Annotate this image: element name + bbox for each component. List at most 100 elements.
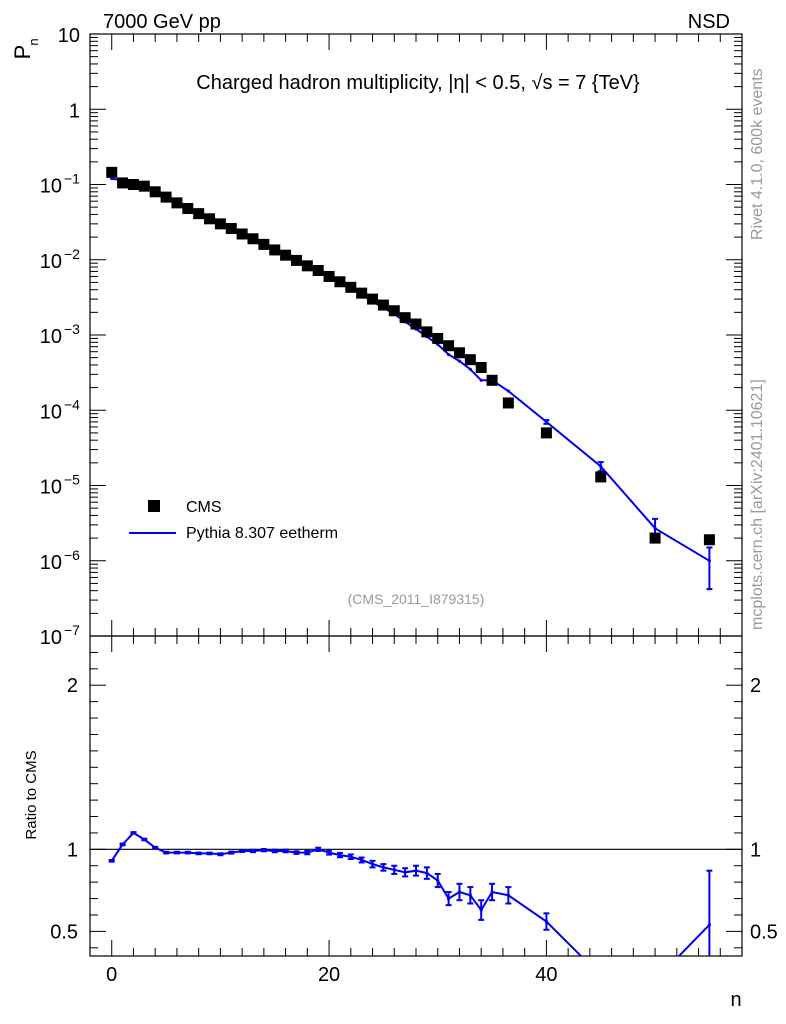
ratio-point: [175, 851, 179, 855]
cms-point: [269, 244, 281, 256]
ratio-y-tick-label-left: 0.5: [50, 921, 78, 943]
main-series: [106, 166, 715, 591]
cms-point: [486, 374, 498, 386]
ratio-point: [349, 855, 353, 859]
main-y-tick-exponent: −2: [64, 246, 80, 262]
ratio-point: [370, 862, 375, 866]
cms-point: [160, 191, 172, 203]
cms-point: [345, 281, 357, 293]
cms-point: [138, 180, 150, 192]
ratio-point: [131, 831, 136, 835]
ratio-point: [316, 847, 320, 851]
cms-point: [247, 233, 259, 245]
cms-point: [258, 238, 270, 250]
ratio-point: [414, 869, 418, 873]
ratio-point: [229, 851, 233, 855]
analysis-watermark: (CMS_2011_I879315): [348, 591, 485, 607]
mc-point: [707, 559, 712, 563]
cms-point: [356, 287, 368, 299]
main-y-tick-exponent: −1: [64, 171, 80, 187]
main-y-tick-exponent: −5: [64, 472, 80, 488]
ratio-point: [707, 923, 712, 927]
ratio-point: [479, 908, 483, 912]
ratio-point: [197, 851, 201, 856]
cms-point: [334, 276, 346, 288]
legend-cms-label: CMS: [186, 499, 222, 516]
mc-point: [457, 359, 462, 363]
ratio-point: [284, 849, 288, 853]
ratio-y-axis-title: Ratio to CMS: [23, 750, 40, 839]
side-label-lower: mcplots.cern.ch [arXiv:2401.10621]: [749, 379, 766, 630]
cms-point: [323, 270, 335, 282]
cms-point: [106, 166, 118, 178]
ratio-ticks: 0.5 0.51 12 20 20 40: [50, 636, 778, 986]
ratio-panel: 0.5 0.51 12 20 20 40 Ratio to CMS: [23, 635, 778, 986]
main-y-tick-exponent: −4: [64, 396, 80, 412]
cms-point: [377, 299, 389, 311]
cms-point: [703, 534, 715, 546]
cms-point: [410, 318, 422, 330]
ratio-point: [110, 859, 114, 863]
main-y-tick-exponent: −7: [64, 622, 80, 638]
cms-point: [280, 249, 292, 261]
cms-point: [421, 326, 433, 338]
cms-point: [204, 213, 216, 225]
cms-point: [399, 312, 411, 324]
main-y-tick-label: 10: [40, 251, 62, 273]
ratio-frame: [89, 635, 743, 957]
cms-point: [193, 208, 205, 220]
ratio-point: [186, 851, 190, 855]
ratio-point: [436, 878, 440, 883]
ratio-point: [403, 870, 407, 874]
ratio-point: [294, 851, 299, 855]
ratio-point: [153, 846, 157, 850]
x-axis-title: n: [730, 989, 741, 1011]
cms-point: [453, 347, 465, 359]
ratio-point: [240, 849, 244, 853]
main-y-axis-title-main: P: [10, 45, 35, 60]
ratio-point: [653, 979, 656, 982]
mc-point: [447, 352, 451, 357]
ratio-point: [305, 851, 309, 855]
cms-point: [540, 427, 552, 439]
cms-point: [301, 260, 313, 272]
main-y-tick-label: 10: [40, 477, 62, 499]
ratio-y-tick-label-left: 1: [67, 839, 78, 861]
mc-point: [599, 464, 603, 468]
ratio-y-tick-label-right: 0.5: [750, 921, 778, 943]
cms-point: [502, 397, 514, 409]
ratio-point: [360, 858, 364, 862]
ratio-point: [490, 890, 494, 894]
legend: CMS Pythia 8.307 eetherm: [129, 499, 338, 542]
legend-mc-label: Pythia 8.307 eetherm: [186, 525, 338, 542]
legend-cms-marker: [148, 500, 160, 512]
main-y-tick-label: 10: [40, 326, 62, 348]
ratio-point: [142, 837, 146, 842]
ratio-point: [457, 890, 462, 894]
ratio-point: [544, 919, 549, 924]
cms-point: [388, 305, 400, 317]
ratio-curve-group: [108, 831, 713, 982]
ratio-point: [506, 893, 510, 897]
ratio-point: [381, 865, 385, 869]
ratio-point: [392, 868, 396, 872]
cms-point: [117, 177, 129, 189]
main-y-tick-label: 10: [40, 552, 62, 574]
x-tick-label: 20: [318, 964, 340, 986]
ratio-point: [251, 849, 255, 853]
ratio-point: [207, 851, 212, 856]
cms-point: [236, 228, 248, 240]
ratio-y-tick-label-left: 2: [67, 675, 78, 697]
ratio-point: [599, 974, 602, 977]
mc-point: [653, 526, 657, 530]
mc-point: [468, 367, 472, 371]
cms-point: [432, 332, 444, 344]
main-y-tick-label: 10: [40, 401, 62, 423]
x-tick-label: 40: [535, 964, 557, 986]
header-left: 7000 GeV pp: [103, 11, 221, 33]
side-label-upper: Rivet 4.1.0, 600k events: [749, 68, 766, 240]
cms-point: [443, 340, 455, 352]
mc-point: [544, 420, 549, 424]
